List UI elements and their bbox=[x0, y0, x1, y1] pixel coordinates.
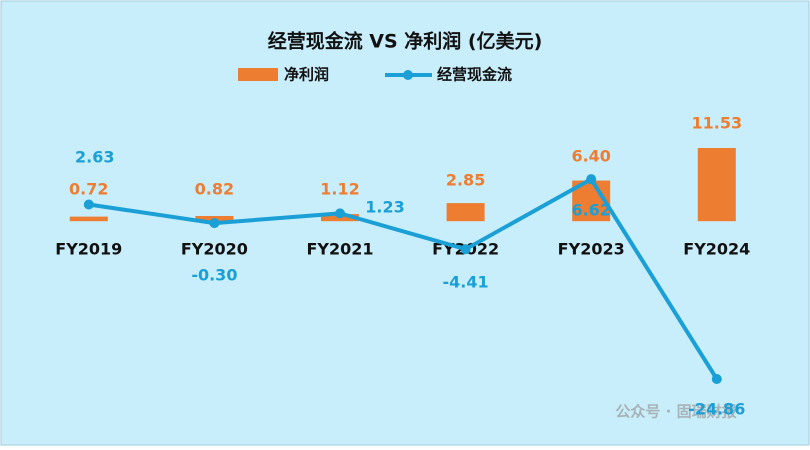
bar bbox=[446, 203, 485, 222]
x-tick-label: FY2023 bbox=[558, 240, 625, 259]
x-tick-label: FY2024 bbox=[683, 240, 750, 259]
line-marker bbox=[586, 174, 597, 185]
line-marker bbox=[460, 244, 471, 255]
data-label: 0.82 bbox=[195, 180, 234, 199]
data-label: 2.85 bbox=[446, 171, 485, 190]
data-label: -0.30 bbox=[191, 266, 237, 285]
data-label: 6.62 bbox=[571, 201, 610, 220]
x-tick-label: FY2021 bbox=[306, 240, 373, 259]
x-tick-label: FY2020 bbox=[181, 240, 248, 259]
data-label: 11.53 bbox=[691, 114, 742, 133]
data-label: -24.86 bbox=[688, 400, 745, 419]
data-label: -4.41 bbox=[443, 273, 489, 292]
line-marker bbox=[335, 208, 345, 219]
legend-label: 经营现金流 bbox=[437, 66, 512, 84]
legend-swatch bbox=[238, 68, 278, 81]
line bbox=[88, 177, 719, 381]
bar bbox=[69, 216, 108, 222]
data-label: 6.40 bbox=[571, 147, 610, 166]
watermark: 公众号 · 固瑞财报 bbox=[615, 403, 736, 421]
x-tick-label: FY2019 bbox=[55, 240, 122, 259]
legend-label: 净利润 bbox=[284, 66, 329, 84]
data-label: 1.12 bbox=[320, 180, 359, 199]
data-label: 0.72 bbox=[69, 180, 108, 199]
data-label: 2.63 bbox=[75, 148, 114, 167]
line-marker bbox=[83, 199, 94, 210]
data-label: 1.23 bbox=[365, 198, 404, 217]
bar bbox=[697, 148, 736, 222]
line-marker bbox=[711, 374, 722, 384]
legend-marker bbox=[403, 70, 413, 80]
line-marker bbox=[209, 218, 220, 229]
chart-title: 经营现金流 VS 净利润 (亿美元) bbox=[268, 30, 543, 53]
